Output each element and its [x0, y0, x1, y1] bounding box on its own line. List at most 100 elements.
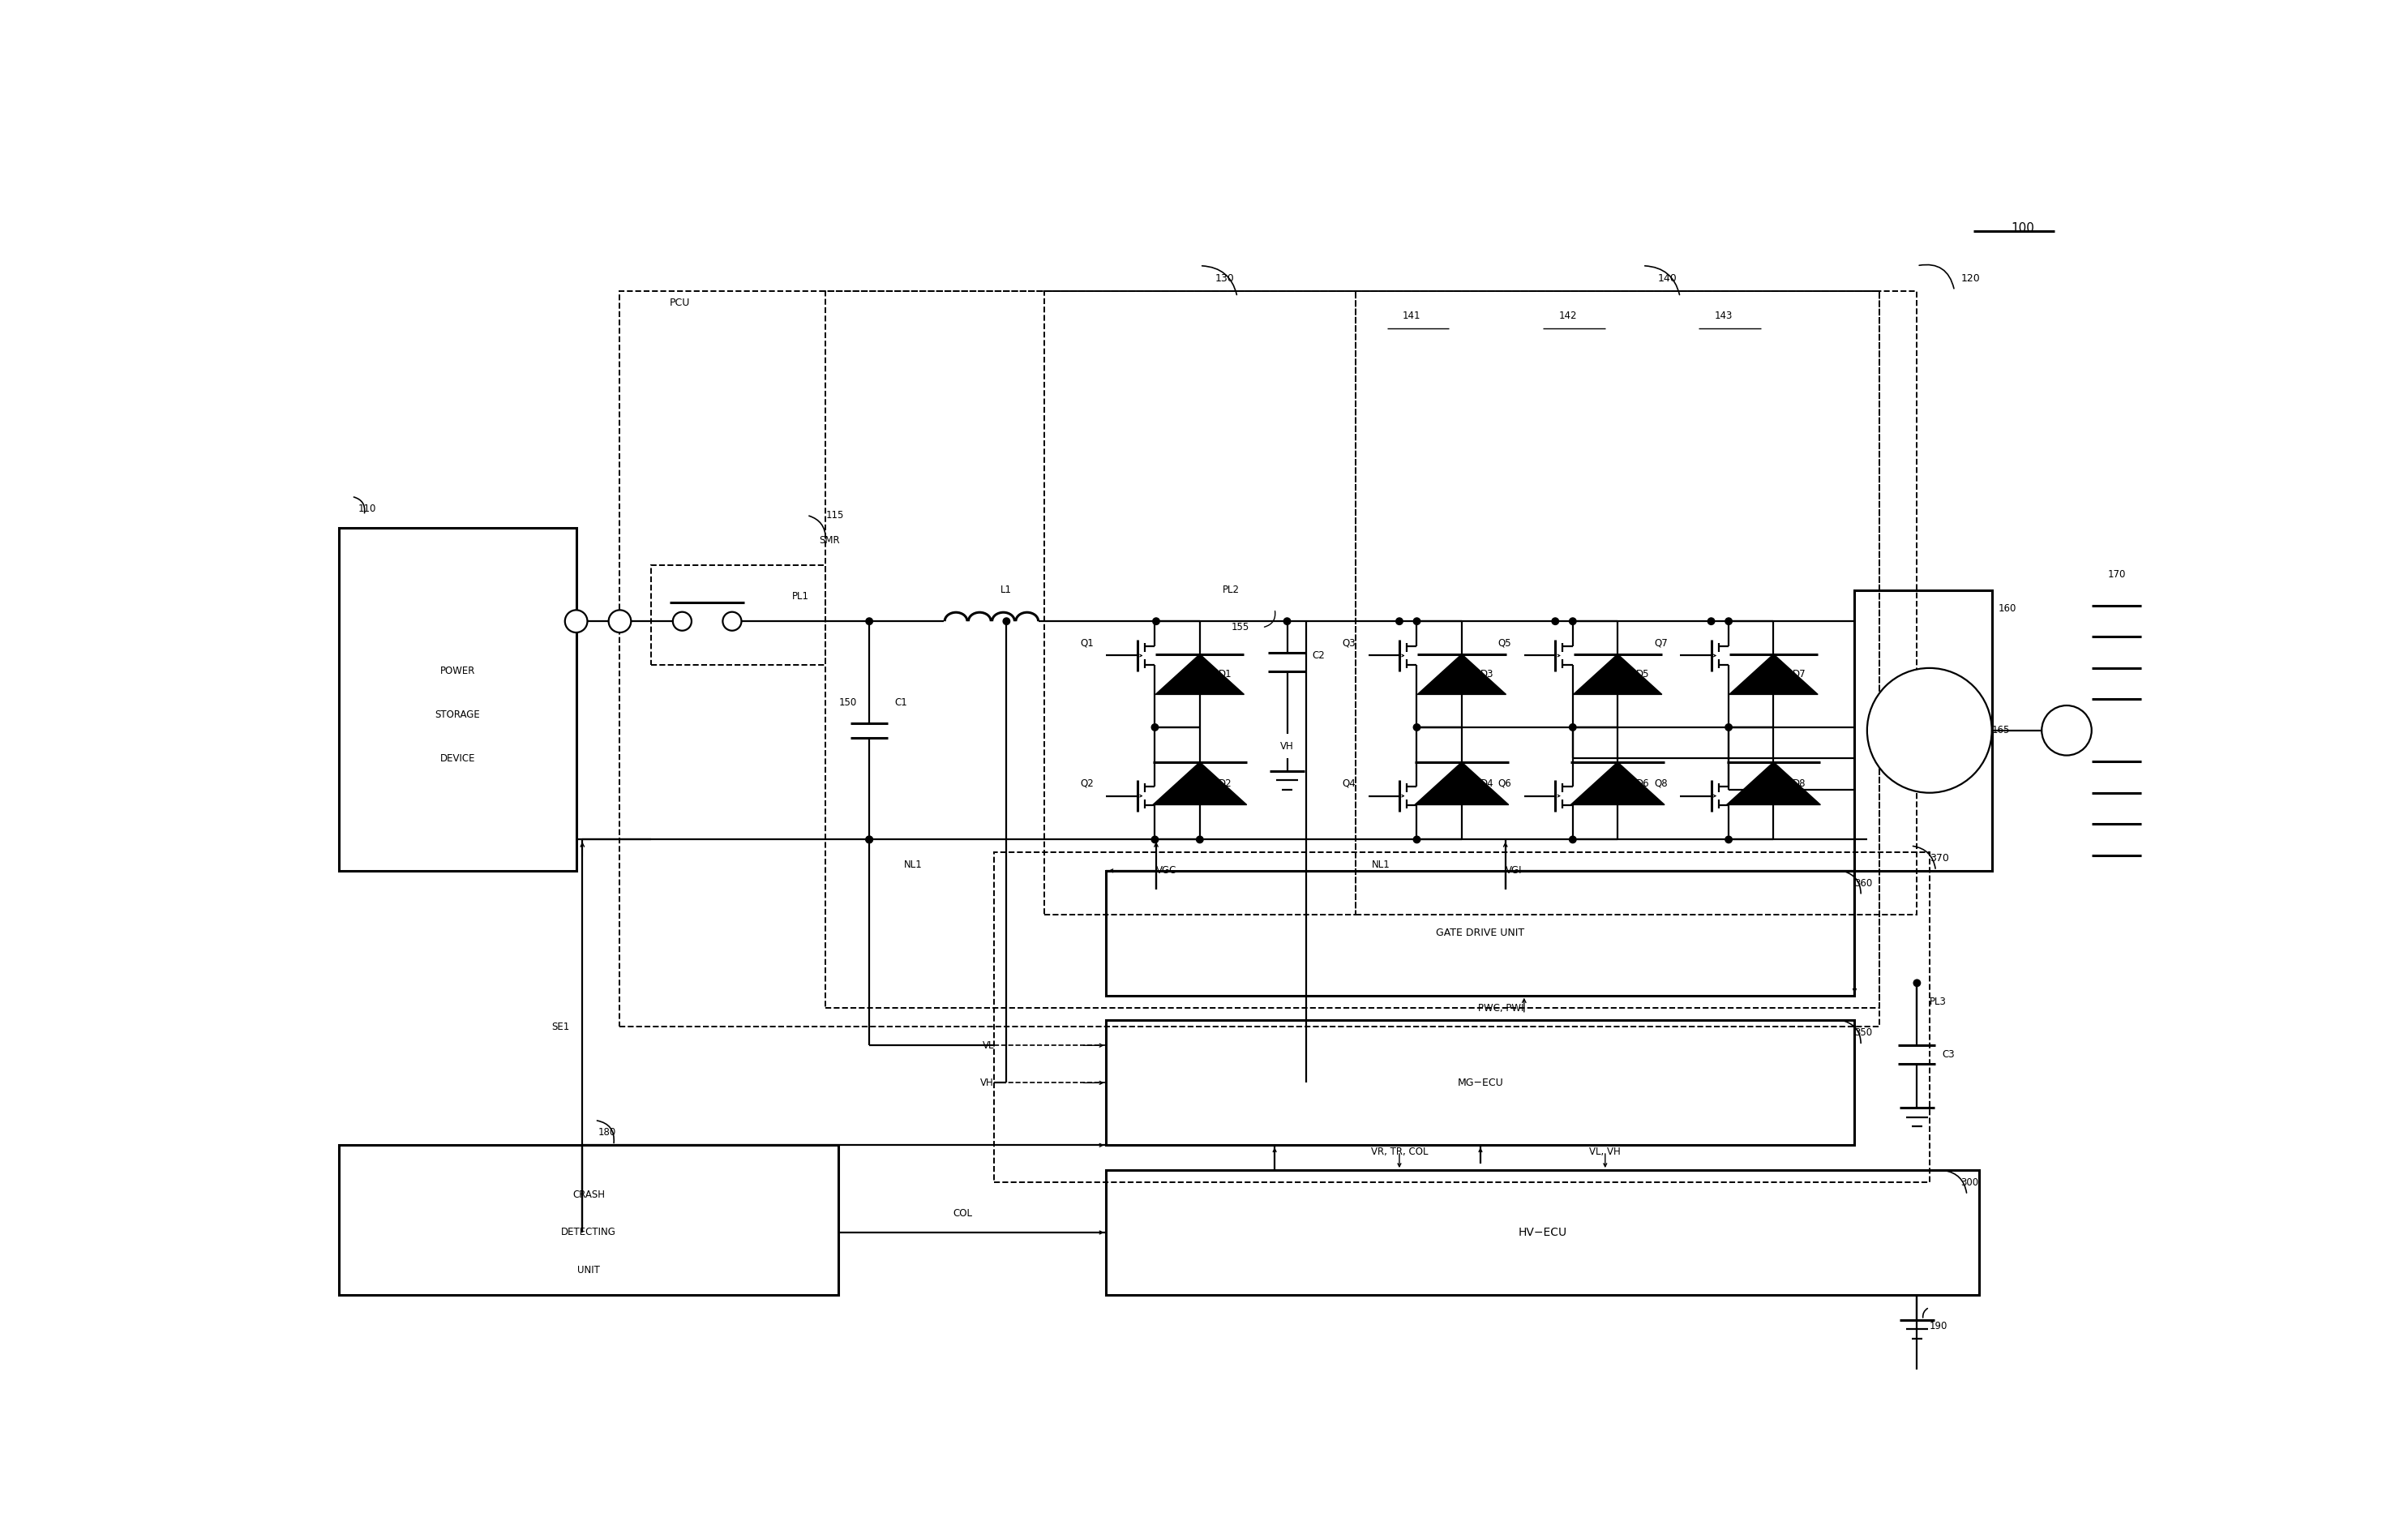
Bar [1105, 871, 1854, 996]
Text: VGC: VGC [1156, 865, 1178, 876]
Circle shape [867, 836, 872, 843]
Polygon shape [1418, 654, 1505, 694]
Text: U: U [1895, 696, 1902, 703]
Text: HV−ECU: HV−ECU [1519, 1227, 1568, 1239]
Circle shape [1866, 668, 1991, 793]
Text: 190: 190 [1929, 1320, 1948, 1331]
Text: Q3: Q3 [1341, 637, 1356, 648]
Polygon shape [1572, 654, 1662, 694]
Text: COL: COL [954, 1208, 973, 1219]
Text: C1: C1 [893, 697, 908, 708]
Circle shape [867, 617, 872, 625]
Polygon shape [1570, 762, 1664, 805]
Text: Q7: Q7 [1654, 637, 1666, 648]
Text: NL1: NL1 [1373, 859, 1389, 870]
Text: 100: 100 [2011, 222, 2035, 234]
Text: DEVICE: DEVICE [441, 753, 474, 763]
Text: DETECTING: DETECTING [561, 1227, 616, 1237]
Text: 155: 155 [1230, 622, 1250, 633]
Text: 165: 165 [1991, 725, 2011, 736]
Circle shape [672, 613, 691, 631]
Bar [1105, 1170, 1979, 1294]
Bar [1105, 1020, 1854, 1145]
Text: V: V [1895, 726, 1900, 734]
Text: D2: D2 [1218, 779, 1233, 788]
Bar [650, 565, 826, 665]
Text: VGI: VGI [1505, 865, 1522, 876]
Bar [619, 291, 1881, 1027]
Text: 120: 120 [1960, 272, 1979, 283]
Circle shape [2042, 705, 2093, 756]
Circle shape [867, 836, 872, 843]
Text: 115: 115 [826, 509, 843, 520]
Text: Q5: Q5 [1498, 637, 1512, 648]
Text: UNIT: UNIT [578, 1265, 600, 1276]
Circle shape [1151, 723, 1158, 731]
Text: L1: L1 [1002, 585, 1011, 596]
Text: 150: 150 [838, 697, 857, 708]
Text: VL, VH: VL, VH [1589, 1147, 1621, 1157]
Text: 142: 142 [1558, 311, 1577, 322]
Text: 140: 140 [1657, 272, 1676, 283]
Text: 180: 180 [597, 1128, 616, 1137]
Text: 141: 141 [1404, 311, 1421, 322]
Circle shape [1413, 617, 1421, 625]
Circle shape [1151, 836, 1158, 843]
Text: 110: 110 [359, 503, 376, 514]
Circle shape [1153, 617, 1161, 625]
Text: 370: 370 [1929, 853, 1948, 863]
Text: D5: D5 [1637, 669, 1649, 680]
Text: VR, TR, COL: VR, TR, COL [1370, 1147, 1428, 1157]
Polygon shape [1156, 654, 1245, 694]
Text: 360: 360 [1854, 877, 1873, 888]
Text: D3: D3 [1481, 669, 1493, 680]
Bar [826, 291, 1881, 1008]
Text: D4: D4 [1481, 779, 1493, 788]
Text: Q6: Q6 [1498, 779, 1512, 788]
Circle shape [1551, 617, 1558, 625]
Text: 143: 143 [1714, 311, 1734, 322]
Polygon shape [1727, 762, 1820, 805]
Text: C3: C3 [1941, 1050, 1955, 1060]
Text: STORAGE: STORAGE [436, 709, 479, 720]
Text: PWC, PWI: PWC, PWI [1479, 1003, 1524, 1013]
Circle shape [1914, 980, 1922, 986]
Circle shape [1724, 836, 1731, 843]
Bar [995, 853, 1929, 1182]
Text: Q4: Q4 [1341, 779, 1356, 788]
Text: Q1: Q1 [1081, 637, 1093, 648]
Text: D1: D1 [1218, 669, 1233, 680]
Text: VL: VL [982, 1040, 995, 1051]
Circle shape [1724, 723, 1731, 731]
Circle shape [1413, 836, 1421, 843]
Bar [1045, 291, 1356, 914]
Circle shape [1570, 836, 1577, 843]
Text: PL1: PL1 [792, 591, 809, 602]
Text: 130: 130 [1216, 272, 1235, 283]
Text: D7: D7 [1792, 669, 1806, 680]
Circle shape [609, 609, 631, 633]
Circle shape [1197, 836, 1204, 843]
Bar [340, 528, 576, 871]
Text: PL2: PL2 [1223, 585, 1240, 596]
Text: SMR: SMR [819, 536, 840, 545]
Text: 170: 170 [2107, 569, 2126, 580]
Text: 300: 300 [1960, 1177, 1979, 1188]
Text: PL3: PL3 [1929, 996, 1946, 1007]
Text: VH: VH [980, 1077, 995, 1088]
Circle shape [1570, 723, 1577, 731]
Text: D6: D6 [1637, 779, 1649, 788]
Bar [1356, 291, 1917, 914]
Text: MG−ECU: MG−ECU [1457, 1077, 1503, 1088]
Text: CRASH: CRASH [573, 1190, 604, 1200]
Circle shape [566, 609, 588, 633]
Text: C2: C2 [1312, 651, 1324, 660]
Circle shape [1707, 617, 1714, 625]
Text: SE1: SE1 [551, 1022, 571, 1033]
Bar [340, 1145, 838, 1294]
Text: POWER: POWER [441, 666, 474, 677]
Text: D8: D8 [1792, 779, 1806, 788]
Text: W: W [1895, 757, 1902, 766]
Text: Q2: Q2 [1081, 779, 1093, 788]
Circle shape [1570, 617, 1577, 625]
